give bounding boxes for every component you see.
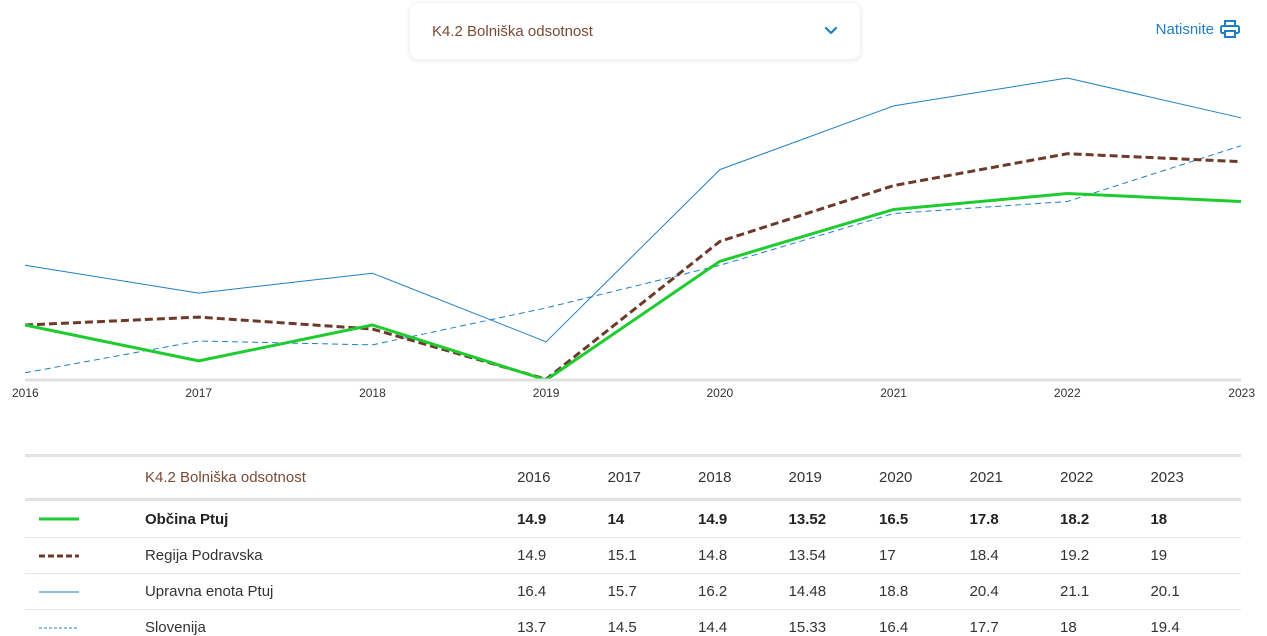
table-row-slovenija: Slovenija 13.7 14.5 14.4 15.33 16.4 17.7… — [25, 610, 1241, 636]
table-row-upravna-enota-ptuj: Upravna enota Ptuj 16.4 15.7 16.2 14.48 … — [25, 574, 1241, 610]
cell-value: 19.2 — [1059, 547, 1090, 564]
x-tick-label: 2019 — [533, 386, 560, 400]
cell-value: 18.2 — [1059, 510, 1090, 528]
legend-swatch-regija — [25, 538, 145, 574]
cell-value: 18 — [1150, 510, 1168, 528]
cell-value: 15.33 — [788, 619, 827, 636]
line-chart: 2016 2017 2018 2019 2020 2021 2022 2023 — [12, 77, 1255, 400]
cell-value: 18 — [1059, 619, 1077, 636]
table-header-title: K4.2 Bolniška odsotnost — [144, 454, 518, 501]
cell-value: 18.4 — [969, 547, 999, 564]
table-row-regija-podravska: Regija Podravska 14.9 15.1 14.8 13.54 17… — [25, 538, 1241, 574]
legend-swatch-upravna — [25, 574, 145, 610]
series-line-ob-ina-ptuj — [24, 192, 1242, 382]
x-tick-label: 2022 — [1054, 386, 1081, 400]
cell-value: 19 — [1150, 547, 1168, 564]
row-name: Občina Ptuj — [144, 510, 229, 528]
row-name: Regija Podravska — [144, 547, 263, 564]
cell-value: 19.4 — [1150, 619, 1180, 636]
table-header-year: 2023 — [1150, 454, 1241, 501]
x-tick-label: 2017 — [185, 386, 212, 400]
cell-value: 17 — [879, 547, 896, 564]
row-name: Upravna enota Ptuj — [144, 583, 274, 600]
cell-value: 13.52 — [788, 510, 827, 528]
table-header-year: 2020 — [879, 454, 970, 501]
cell-value: 14.5 — [607, 619, 637, 636]
cell-value: 14.9 — [517, 510, 547, 528]
table-row-obcina-ptuj: Občina Ptuj 14.9 14 14.9 13.52 16.5 17.8… — [25, 500, 1241, 538]
indicator-select-value: K4.2 Bolniška odsotnost — [432, 22, 593, 40]
series-line-regija-podravska — [24, 152, 1242, 381]
table-header-year: 2017 — [607, 454, 699, 501]
cell-value: 20.4 — [969, 583, 999, 600]
table-header-year: 2016 — [517, 454, 608, 501]
cell-value: 21.1 — [1059, 583, 1090, 600]
row-name: Slovenija — [144, 619, 206, 636]
cell-value: 14.9 — [698, 510, 728, 528]
cell-value: 15.1 — [607, 547, 637, 564]
cell-value: 16.4 — [517, 583, 547, 600]
cell-value: 16.4 — [879, 619, 909, 636]
table-header-year: 2019 — [788, 454, 880, 501]
x-tick-label: 2018 — [359, 386, 386, 400]
print-button[interactable]: Natisnite — [1156, 20, 1240, 38]
chevron-down-icon — [824, 26, 838, 35]
x-axis-ticks: 2016 2017 2018 2019 2020 2021 2022 2023 — [12, 386, 1255, 400]
print-button-label: Natisnite — [1155, 20, 1214, 38]
cell-value: 14.48 — [788, 583, 827, 600]
x-tick-label: 2020 — [707, 386, 734, 400]
cell-value: 16.5 — [879, 510, 909, 528]
x-tick-label: 2016 — [12, 386, 39, 400]
x-tick-label: 2021 — [880, 386, 907, 400]
table-header-row: K4.2 Bolniška odsotnost 2016 2017 2018 2… — [25, 454, 1241, 501]
legend-swatch-obcina — [25, 500, 145, 538]
table-header-year: 2022 — [1059, 454, 1151, 501]
cell-value: 14.9 — [517, 547, 547, 564]
table-header-year: 2018 — [698, 454, 789, 501]
indicator-select[interactable]: K4.2 Bolniška odsotnost — [410, 3, 860, 59]
cell-value: 14 — [607, 510, 625, 528]
printer-icon — [1220, 20, 1240, 38]
legend-swatch-slovenija — [25, 610, 145, 636]
data-table: K4.2 Bolniška odsotnost 2016 2017 2018 2… — [25, 454, 1241, 636]
cell-value: 17.8 — [969, 510, 999, 528]
cell-value: 14.4 — [698, 619, 728, 636]
cell-value: 20.1 — [1150, 583, 1180, 600]
cell-value: 15.7 — [607, 583, 637, 600]
cell-value: 16.2 — [698, 583, 728, 600]
series-line-upravna-enota-ptuj — [24, 77, 1242, 343]
x-tick-label: 2023 — [1228, 386, 1255, 400]
series-line-slovenija — [24, 145, 1242, 374]
cell-value: 18.8 — [879, 583, 909, 600]
cell-value: 14.8 — [698, 547, 728, 564]
table-header-year: 2021 — [969, 454, 1060, 501]
cell-value: 13.54 — [788, 547, 827, 564]
cell-value: 17.7 — [969, 619, 999, 636]
table-header-legend — [25, 454, 145, 501]
cell-value: 13.7 — [517, 619, 547, 636]
chart-series-layer — [24, 77, 1242, 382]
